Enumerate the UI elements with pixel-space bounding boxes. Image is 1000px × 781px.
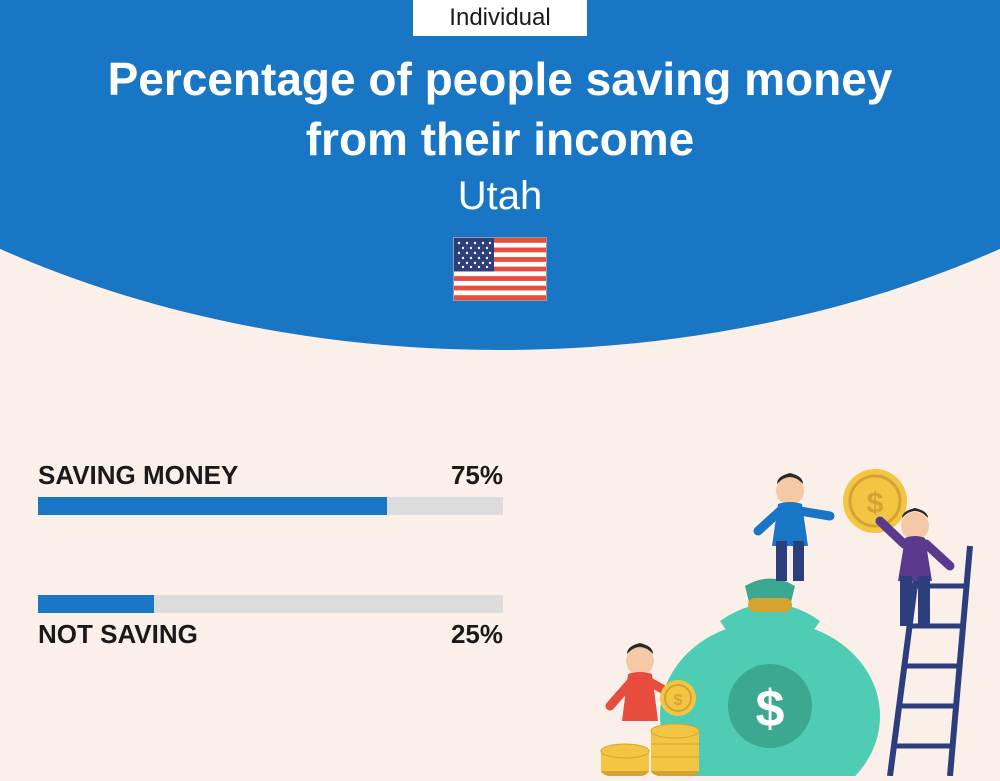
bar-not-saving: NOT SAVING 25% [38,595,503,650]
svg-text:$: $ [674,692,683,709]
bar-value: 75% [451,460,503,491]
bar-label: NOT SAVING [38,619,198,650]
bar-fill [38,595,154,613]
bar-chart-section: SAVING MONEY 75% NOT SAVING 25% [38,460,503,650]
us-flag-icon [453,237,547,301]
title-line-2: from their income [306,113,695,165]
bar-fill [38,497,387,515]
bar-saving-money: SAVING MONEY 75% [38,460,503,515]
svg-text:$: $ [867,487,884,520]
bar-track [38,595,503,613]
title-line-1: Percentage of people saving money [108,53,893,105]
main-title: Percentage of people saving money from t… [0,50,1000,170]
bar-label: SAVING MONEY [38,460,238,491]
bar-value: 25% [451,619,503,650]
bar-track [38,497,503,515]
svg-text:$: $ [756,680,785,738]
savings-illustration: $ $ [580,426,980,776]
header-content: Individual Percentage of people saving m… [0,0,1000,306]
tab-individual: Individual [413,0,586,36]
subtitle-region: Utah [0,174,1000,219]
